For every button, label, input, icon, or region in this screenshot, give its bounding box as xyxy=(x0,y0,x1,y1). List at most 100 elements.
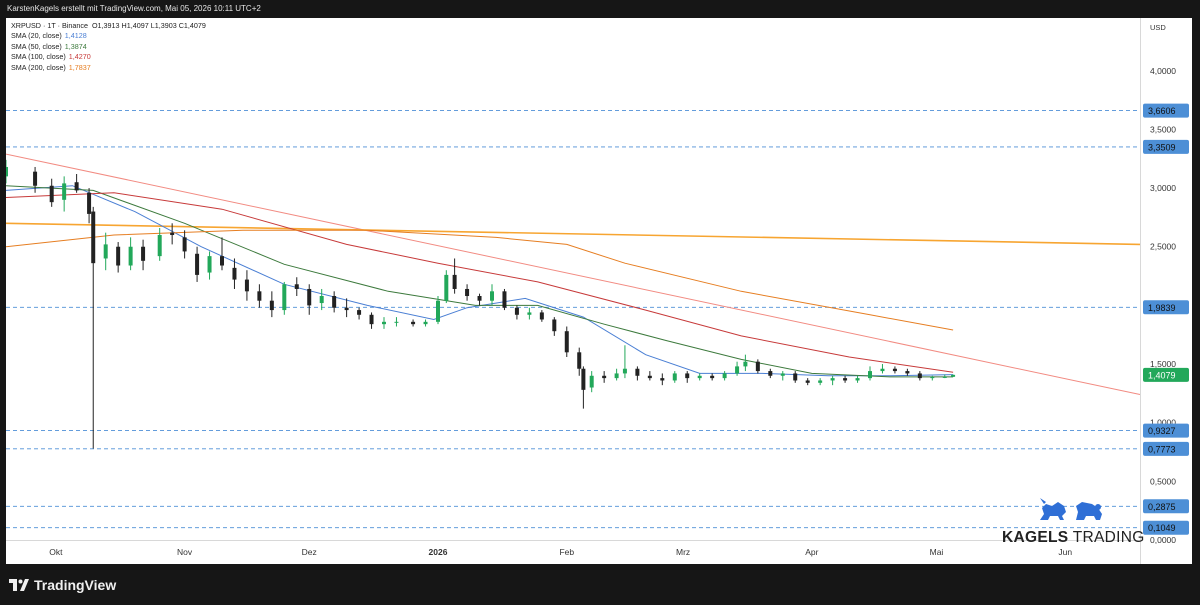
candle-body xyxy=(282,284,287,311)
candle-body xyxy=(539,312,544,320)
candle-body xyxy=(490,291,494,301)
candle-body xyxy=(257,291,262,301)
price-tick-label: 3,0000 xyxy=(1150,183,1176,193)
candle-body xyxy=(332,296,337,308)
candle-body xyxy=(818,380,823,383)
candle-body xyxy=(880,368,885,372)
price-tick-label: 1,5000 xyxy=(1150,359,1176,369)
level-price-tag xyxy=(1143,423,1189,438)
candle-body xyxy=(768,371,773,376)
legend-sma200[interactable]: SMA (200, close) 1,7837 xyxy=(11,63,206,73)
candle-body xyxy=(552,319,557,332)
candle-body xyxy=(62,183,67,200)
candle-body xyxy=(855,378,860,381)
footer-bar: TradingView xyxy=(0,564,1200,605)
legend-symbol-row: XRPUSD · 1T · Binance O1,3913 H1,4097 L1… xyxy=(11,21,206,31)
chart-area[interactable]: USD 4,0000 3,5000 3,0000 2,5000 1,5000 1,0000 0… xyxy=(6,18,1192,564)
candle-body xyxy=(930,376,935,379)
legend-sma100[interactable]: SMA (100, close) 1,4270 xyxy=(11,52,206,62)
price-tick-label: 0,0000 xyxy=(1150,535,1176,545)
kagels-trading-watermark: KAGELS TRADING xyxy=(1002,494,1144,547)
current-price-label: 1,4079 xyxy=(1148,370,1176,380)
candle-body xyxy=(647,375,652,379)
candle-body xyxy=(382,321,386,325)
level-price-tag xyxy=(1143,139,1189,154)
level-price-label: 0,7773 xyxy=(1148,444,1176,454)
candle-body xyxy=(128,246,133,266)
level-price-tag xyxy=(1143,499,1189,514)
time-tick-label: Jun xyxy=(1058,547,1072,557)
current-price-tag xyxy=(1143,367,1189,382)
descending-trendline xyxy=(6,153,1141,396)
watermark-light: TRADING xyxy=(1072,529,1145,546)
legend-sma50-label: SMA (50, close) xyxy=(11,41,62,51)
time-tick-label: Feb xyxy=(559,547,574,557)
candle-body xyxy=(477,296,482,301)
currency-label: USD xyxy=(1150,23,1166,32)
bull-bear-logo-icon xyxy=(1040,498,1102,520)
candle-body xyxy=(307,288,312,306)
time-tick-label: Dez xyxy=(302,547,317,557)
legend-sma100-value: 1,4270 xyxy=(68,52,91,62)
candle-body xyxy=(602,375,607,379)
sma20-line xyxy=(6,185,954,377)
time-tick-label: Okt xyxy=(49,547,63,557)
time-tick-label: 2026 xyxy=(429,547,448,557)
horizontal-orange-line xyxy=(6,222,1141,246)
candle-body xyxy=(423,321,428,325)
time-tick-label: Mai xyxy=(930,547,944,557)
candle-body xyxy=(344,307,349,311)
candle-body xyxy=(74,182,79,191)
legend-sma20[interactable]: SMA (20, close) 1,4128 xyxy=(11,31,206,41)
candle-body xyxy=(103,244,108,259)
header-text: KarstenKagels erstellt mit TradingView.c… xyxy=(7,4,261,13)
candle-body xyxy=(905,371,910,374)
level-price-label: 0,1049 xyxy=(1148,523,1176,533)
price-chart[interactable]: USD4,00003,50003,00002,50001,50001,00000… xyxy=(6,18,1192,564)
candle-body xyxy=(942,376,947,378)
candle-body xyxy=(527,312,532,315)
legend-sma50[interactable]: SMA (50, close) 1,3874 xyxy=(11,42,206,52)
price-tick-label: 3,5000 xyxy=(1150,124,1176,134)
candle-body xyxy=(843,378,848,381)
candle-body xyxy=(614,373,619,379)
level-price-label: 1,9839 xyxy=(1148,303,1176,313)
candle-body xyxy=(369,314,374,325)
candle-body xyxy=(170,232,175,236)
candle-body xyxy=(577,352,582,369)
level-price-label: 3,3509 xyxy=(1148,142,1176,152)
sma50-line xyxy=(6,185,954,378)
candle-body xyxy=(722,373,727,379)
candle-body xyxy=(294,284,299,289)
candle-body xyxy=(672,373,677,381)
legend-sma200-value: 1,7837 xyxy=(68,62,91,72)
candle-body xyxy=(244,279,249,292)
legend-symbol[interactable]: XRPUSD · 1T · Binance xyxy=(11,21,88,30)
candle-body xyxy=(917,373,922,379)
candle-body xyxy=(195,253,200,275)
chart-header: KarstenKagels erstellt mit TradingView.c… xyxy=(0,0,1200,18)
candle-body xyxy=(357,310,362,315)
legend-sma20-label: SMA (20, close) xyxy=(11,31,62,41)
candle-body xyxy=(780,373,785,376)
candle-body xyxy=(33,171,38,186)
candle-body xyxy=(635,368,640,376)
candle-body xyxy=(465,288,470,297)
candle-body xyxy=(685,373,690,379)
candle-body xyxy=(564,331,569,353)
level-price-label: 0,2875 xyxy=(1148,502,1176,512)
level-price-tag xyxy=(1143,300,1189,315)
legend-sma200-label: SMA (200, close) xyxy=(11,62,66,72)
tradingview-logo-icon xyxy=(9,579,29,591)
candle-body xyxy=(91,211,96,264)
level-price-label: 0,9327 xyxy=(1148,426,1176,436)
watermark-text: KAGELS TRADING xyxy=(1002,529,1144,547)
sma200-line xyxy=(6,229,954,331)
time-tick-label: Nov xyxy=(177,547,193,557)
candle-body xyxy=(868,371,872,379)
candle-body xyxy=(622,368,627,374)
candle-body xyxy=(951,374,956,377)
candle-body xyxy=(589,375,594,388)
tradingview-logo[interactable]: TradingView xyxy=(9,577,116,593)
candle-body xyxy=(660,378,665,381)
